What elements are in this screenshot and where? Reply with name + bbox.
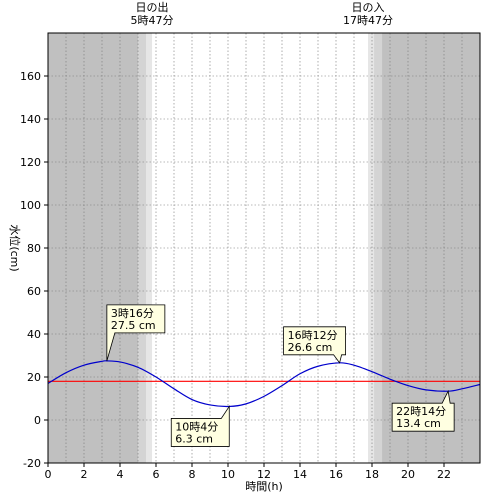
callout-value: 13.4 cm	[396, 417, 441, 430]
x-tick-label: 22	[437, 468, 451, 481]
y-tick-label: 140	[20, 113, 41, 126]
y-tick-label: -20	[23, 457, 41, 470]
y-tick-label: 120	[20, 156, 41, 169]
y-tick-label: 40	[27, 328, 41, 341]
callout-value: 6.3 cm	[175, 432, 213, 445]
x-tick-label: 0	[45, 468, 52, 481]
callout-box	[391, 389, 455, 432]
x-tick-label: 20	[401, 468, 415, 481]
callout-box	[106, 304, 166, 361]
twilight-band-morning-inner	[146, 33, 153, 463]
x-tick-label: 16	[329, 468, 343, 481]
x-tick-label: 8	[189, 468, 196, 481]
callout-value: 27.5 cm	[111, 319, 156, 332]
x-tick-label: 4	[117, 468, 124, 481]
callout-time: 10時4分	[175, 420, 218, 433]
callout-time: 16時12分	[288, 329, 338, 342]
callout-time: 3時16分	[111, 307, 154, 320]
y-tick-label: 0	[34, 414, 41, 427]
callout-box	[283, 326, 346, 364]
y-axis-title: 水位(cm)	[8, 224, 22, 271]
callout-box	[170, 405, 230, 447]
x-tick-label: 18	[365, 468, 379, 481]
y-tick-label: 100	[20, 199, 41, 212]
tide-curve	[47, 360, 481, 408]
x-tick-label: 2	[81, 468, 88, 481]
sunset-time: 17時47分	[343, 14, 393, 27]
x-tick-label: 10	[221, 468, 235, 481]
callout-value: 26.6 cm	[288, 341, 333, 354]
twilight-band-morning-outer	[138, 33, 147, 463]
x-tick-label: 12	[257, 468, 271, 481]
y-tick-label: 60	[27, 285, 41, 298]
sunrise-label: 日の出	[136, 0, 169, 14]
sunset-label: 日の入	[352, 1, 385, 14]
y-tick-label: 20	[27, 371, 41, 384]
y-tick-label: 80	[27, 242, 41, 255]
sunrise-time: 5時47分	[131, 14, 174, 27]
y-tick-label: 160	[20, 70, 41, 83]
night-band-morning	[48, 33, 139, 463]
x-tick-label: 14	[293, 468, 307, 481]
x-tick-label: 6	[153, 468, 160, 481]
callout-time: 22時14分	[396, 405, 446, 418]
x-axis-title: 時間(h)	[245, 480, 283, 493]
